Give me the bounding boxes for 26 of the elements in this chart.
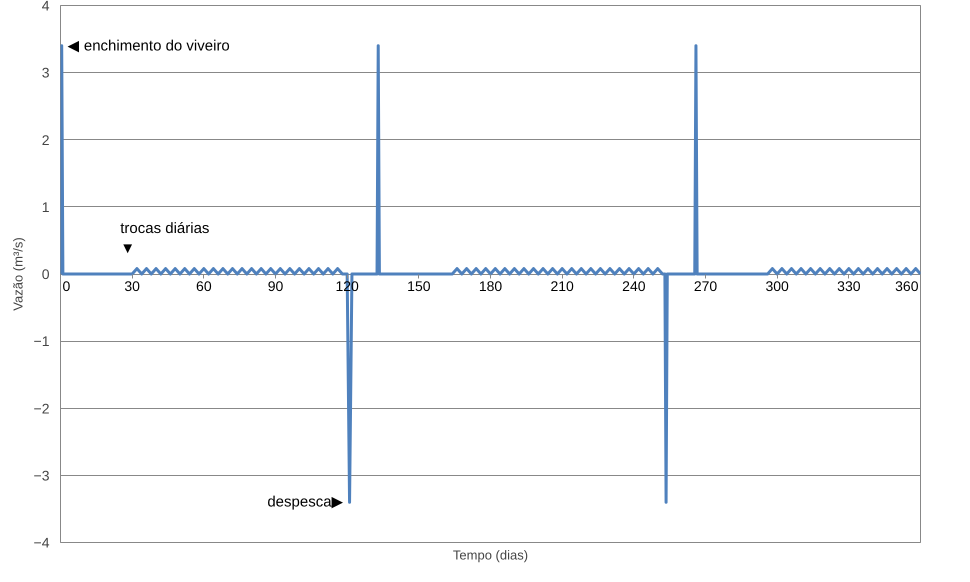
x-tick-label: 360: [895, 278, 919, 294]
y-tick-label: 1: [42, 198, 50, 215]
x-tick-label: 270: [694, 278, 718, 294]
y-tick-label: 4: [42, 0, 50, 14]
y-tick-label: 3: [42, 64, 50, 81]
y-tick-label: −2: [34, 400, 50, 416]
x-axis-title: Tempo (dias): [452, 548, 528, 562]
x-tick-label: 150: [407, 278, 431, 294]
y-tick-label: 2: [42, 132, 50, 148]
x-tick-label: 210: [550, 278, 574, 294]
x-tick-label: 330: [837, 278, 861, 294]
x-tick-label: 180: [478, 278, 502, 294]
x-tick-label: 0: [62, 278, 70, 294]
x-tick-label: 60: [196, 278, 212, 294]
x-tick-label: 90: [268, 278, 284, 294]
annotation: despesca▶: [267, 494, 344, 511]
y-tick-label: 0: [42, 266, 50, 282]
x-tick-label: 300: [765, 278, 790, 294]
x-tick-label: 30: [124, 278, 140, 294]
annotation: trocas diárias ▼: [120, 220, 210, 258]
y-tick-label: −1: [34, 333, 50, 350]
y-tick-label: −3: [34, 467, 50, 484]
y-tick-label: −4: [34, 534, 50, 550]
y-axis-title: Vazão (m³/s): [10, 237, 26, 311]
x-tick-label: 240: [622, 278, 646, 294]
annotation: ◀ enchimento do viveiro: [68, 37, 230, 54]
